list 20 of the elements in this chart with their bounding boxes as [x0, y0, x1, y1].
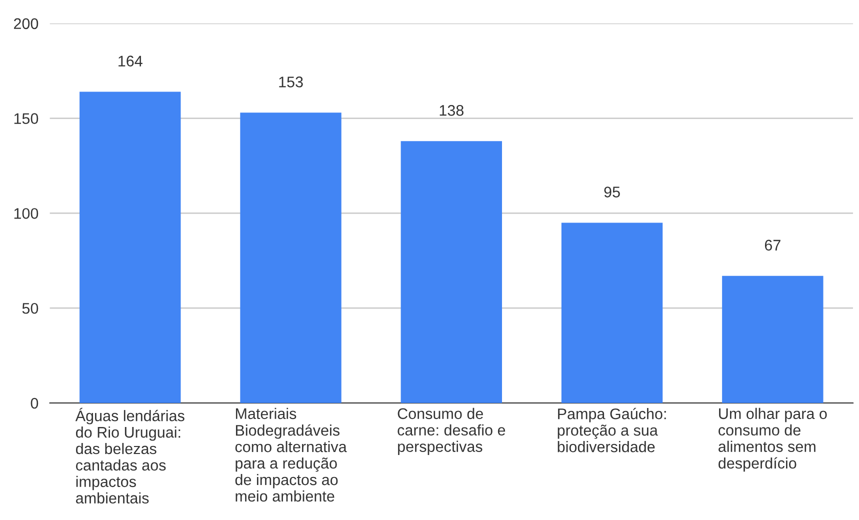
bar [722, 276, 824, 403]
y-tick-label: 200 [14, 18, 38, 30]
data-label: 95 [604, 186, 620, 198]
data-label: 153 [279, 76, 303, 88]
bar [240, 112, 342, 403]
bar [400, 141, 502, 403]
x-tick-label: Pampa Gaúcho: proteção a sua biodiversidade [558, 408, 666, 452]
y-tick-label: 0 [30, 398, 38, 409]
data-label: 138 [440, 105, 464, 116]
x-tick-label: Materiais Biodegradáveis como alternativa para a redução de impactos ao meio ambiente [235, 408, 347, 502]
y-tick-label: 100 [14, 208, 38, 219]
x-tick-label: Consumo de carne: desafio e perspectivas [398, 408, 506, 456]
y-tick-label: 50 [22, 302, 38, 314]
data-label: 164 [118, 56, 142, 66]
bar [561, 222, 663, 403]
data-label: 67 [764, 240, 780, 251]
y-tick-label: 150 [14, 113, 38, 124]
bar [80, 92, 181, 403]
x-tick-label: Um olhar para o consumo de alimentos sem desperdício [718, 408, 827, 472]
x-tick-label: Águas lendárias do Rio Uruguai: das belezas cantadas aos impactos ambientais [75, 408, 184, 504]
